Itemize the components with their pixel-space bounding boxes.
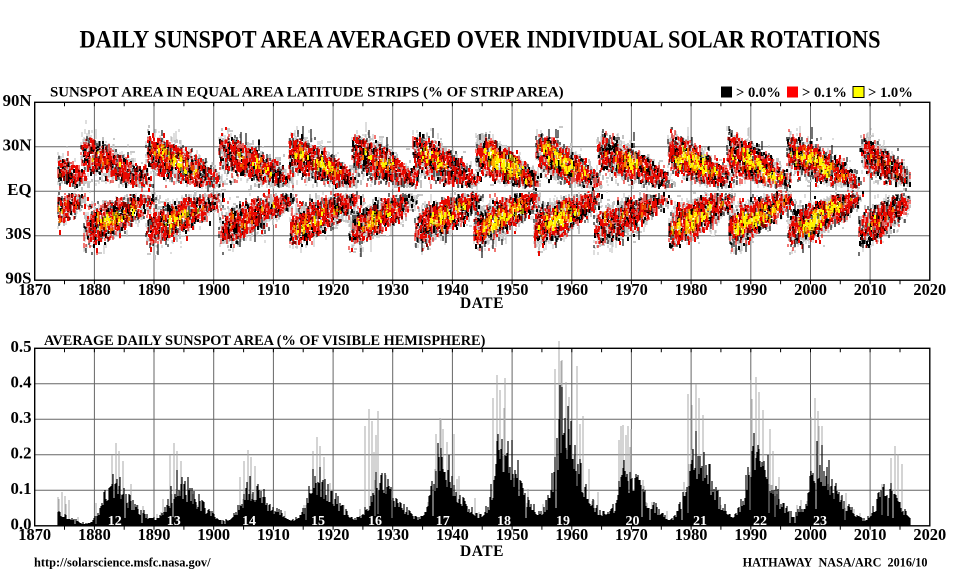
svg-text:1940: 1940: [436, 280, 469, 299]
svg-text:DATE: DATE: [460, 295, 504, 312]
svg-text:2020: 2020: [913, 280, 946, 299]
svg-text:DATE: DATE: [460, 543, 504, 560]
svg-text:1930: 1930: [376, 280, 409, 299]
svg-text:1880: 1880: [78, 525, 111, 544]
svg-text:1990: 1990: [734, 525, 767, 544]
svg-text:http://solarscience.msfc.nasa.: http://solarscience.msfc.nasa.gov/: [34, 556, 211, 570]
svg-text:1950: 1950: [496, 525, 529, 544]
svg-text:1920: 1920: [317, 525, 350, 544]
svg-text:0.3: 0.3: [11, 408, 32, 427]
svg-text:0.4: 0.4: [11, 372, 33, 391]
svg-text:1900: 1900: [197, 525, 230, 544]
svg-text:1990: 1990: [734, 280, 767, 299]
svg-text:0.0: 0.0: [11, 514, 32, 533]
svg-text:AVERAGE DAILY SUNSPOT AREA (%: AVERAGE DAILY SUNSPOT AREA (% OF VISIBLE…: [44, 333, 486, 349]
svg-text:1910: 1910: [257, 280, 290, 299]
svg-text:90N: 90N: [3, 91, 32, 110]
svg-text:0.2: 0.2: [11, 443, 32, 462]
svg-text:1950: 1950: [496, 280, 529, 299]
svg-text:1960: 1960: [555, 280, 588, 299]
svg-text:SUNSPOT AREA IN EQUAL AREA LAT: SUNSPOT AREA IN EQUAL AREA LATITUDE STRI…: [50, 85, 564, 101]
svg-text:2020: 2020: [913, 525, 946, 544]
svg-text:30N: 30N: [3, 135, 32, 154]
svg-text:1980: 1980: [675, 280, 708, 299]
svg-text:1880: 1880: [78, 280, 111, 299]
svg-text:1960: 1960: [555, 525, 588, 544]
svg-text:EQ: EQ: [7, 180, 31, 199]
svg-text:HATHAWAY NASA/ARC 2016/10: HATHAWAY NASA/ARC 2016/10: [743, 556, 928, 570]
svg-text:0.5: 0.5: [11, 337, 32, 356]
svg-text:90S: 90S: [5, 269, 31, 288]
svg-text:1870: 1870: [18, 280, 51, 299]
svg-text:1870: 1870: [18, 525, 51, 544]
svg-text:2000: 2000: [794, 280, 827, 299]
svg-text:DAILY SUNSPOT AREA AVERAGED OV: DAILY SUNSPOT AREA AVERAGED OVER INDIVID…: [80, 26, 881, 54]
svg-text:> 0.0%: > 0.0%: [736, 85, 781, 101]
svg-text:1890: 1890: [138, 280, 171, 299]
svg-text:1970: 1970: [615, 525, 648, 544]
svg-text:1920: 1920: [317, 280, 350, 299]
svg-text:2010: 2010: [854, 280, 887, 299]
svg-text:> 1.0%: > 1.0%: [868, 85, 913, 101]
svg-text:2010: 2010: [854, 525, 887, 544]
svg-text:1900: 1900: [197, 280, 230, 299]
svg-text:30S: 30S: [5, 224, 31, 243]
svg-text:> 0.1%: > 0.1%: [802, 85, 847, 101]
svg-text:1890: 1890: [138, 525, 171, 544]
svg-text:1930: 1930: [376, 525, 409, 544]
svg-text:2000: 2000: [794, 525, 827, 544]
svg-text:0.1: 0.1: [11, 479, 32, 498]
svg-text:1940: 1940: [436, 525, 469, 544]
svg-text:1980: 1980: [675, 525, 708, 544]
svg-text:1910: 1910: [257, 525, 290, 544]
svg-text:1970: 1970: [615, 280, 648, 299]
